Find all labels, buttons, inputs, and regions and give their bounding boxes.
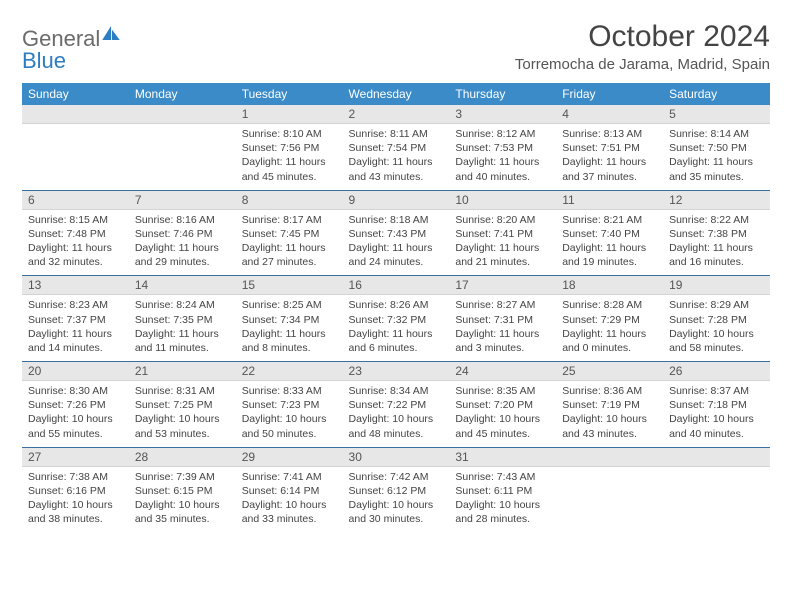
day-number-cell: 13 <box>22 276 129 295</box>
day-content-cell: Sunrise: 8:17 AMSunset: 7:45 PMDaylight:… <box>236 209 343 276</box>
day-number-cell: 7 <box>129 190 236 209</box>
day-content-cell: Sunrise: 8:22 AMSunset: 7:38 PMDaylight:… <box>663 209 770 276</box>
day-content-cell: Sunrise: 8:28 AMSunset: 7:29 PMDaylight:… <box>556 295 663 362</box>
day-number-cell: 30 <box>343 447 450 466</box>
day-content-cell: Sunrise: 8:26 AMSunset: 7:32 PMDaylight:… <box>343 295 450 362</box>
day-number-cell: 21 <box>129 362 236 381</box>
weekday-header-row: SundayMondayTuesdayWednesdayThursdayFrid… <box>22 83 770 105</box>
weekday-header: Sunday <box>22 83 129 105</box>
day-content-cell: Sunrise: 8:31 AMSunset: 7:25 PMDaylight:… <box>129 381 236 448</box>
day-content-cell: Sunrise: 8:10 AMSunset: 7:56 PMDaylight:… <box>236 124 343 191</box>
day-number-cell: 29 <box>236 447 343 466</box>
day-number-cell: 9 <box>343 190 450 209</box>
location-text: Torremocha de Jarama, Madrid, Spain <box>515 56 770 73</box>
calendar-body: 12345 Sunrise: 8:10 AMSunset: 7:56 PMDay… <box>22 105 770 532</box>
day-content-cell: Sunrise: 8:13 AMSunset: 7:51 PMDaylight:… <box>556 124 663 191</box>
day-content-cell: Sunrise: 8:14 AMSunset: 7:50 PMDaylight:… <box>663 124 770 191</box>
title-block: October 2024 Torremocha de Jarama, Madri… <box>515 20 770 73</box>
day-content-cell: Sunrise: 8:24 AMSunset: 7:35 PMDaylight:… <box>129 295 236 362</box>
day-number-cell: 4 <box>556 105 663 124</box>
day-number-cell: 20 <box>22 362 129 381</box>
day-number-cell: 19 <box>663 276 770 295</box>
day-number-cell: 14 <box>129 276 236 295</box>
day-content-cell: Sunrise: 7:38 AMSunset: 6:16 PMDaylight:… <box>22 466 129 532</box>
day-number-cell <box>129 105 236 124</box>
brand-part1: General <box>22 28 100 50</box>
day-number-cell: 3 <box>449 105 556 124</box>
day-content-cell: Sunrise: 8:37 AMSunset: 7:18 PMDaylight:… <box>663 381 770 448</box>
day-number-row: 20212223242526 <box>22 362 770 381</box>
day-number-row: 12345 <box>22 105 770 124</box>
day-content-cell: Sunrise: 8:34 AMSunset: 7:22 PMDaylight:… <box>343 381 450 448</box>
header: GeneralBlue October 2024 Torremocha de J… <box>22 20 770 73</box>
day-content-cell: Sunrise: 8:11 AMSunset: 7:54 PMDaylight:… <box>343 124 450 191</box>
sail-icon <box>102 26 120 40</box>
day-content-cell: Sunrise: 8:16 AMSunset: 7:46 PMDaylight:… <box>129 209 236 276</box>
day-number-row: 6789101112 <box>22 190 770 209</box>
day-number-cell: 26 <box>663 362 770 381</box>
weekday-header: Friday <box>556 83 663 105</box>
day-content-cell: Sunrise: 8:12 AMSunset: 7:53 PMDaylight:… <box>449 124 556 191</box>
day-number-row: 2728293031 <box>22 447 770 466</box>
day-number-cell <box>556 447 663 466</box>
day-content-row: Sunrise: 8:30 AMSunset: 7:26 PMDaylight:… <box>22 381 770 448</box>
day-number-cell: 31 <box>449 447 556 466</box>
day-content-cell: Sunrise: 8:25 AMSunset: 7:34 PMDaylight:… <box>236 295 343 362</box>
day-number-cell: 17 <box>449 276 556 295</box>
day-number-cell: 22 <box>236 362 343 381</box>
day-content-row: Sunrise: 8:10 AMSunset: 7:56 PMDaylight:… <box>22 124 770 191</box>
day-number-cell: 1 <box>236 105 343 124</box>
day-content-cell: Sunrise: 8:33 AMSunset: 7:23 PMDaylight:… <box>236 381 343 448</box>
day-number-cell: 5 <box>663 105 770 124</box>
weekday-header: Saturday <box>663 83 770 105</box>
day-content-row: Sunrise: 8:23 AMSunset: 7:37 PMDaylight:… <box>22 295 770 362</box>
day-content-cell: Sunrise: 8:23 AMSunset: 7:37 PMDaylight:… <box>22 295 129 362</box>
day-number-cell: 8 <box>236 190 343 209</box>
day-number-row: 13141516171819 <box>22 276 770 295</box>
day-number-cell: 28 <box>129 447 236 466</box>
day-content-cell: Sunrise: 8:35 AMSunset: 7:20 PMDaylight:… <box>449 381 556 448</box>
day-number-cell: 15 <box>236 276 343 295</box>
day-number-cell: 18 <box>556 276 663 295</box>
day-content-cell: Sunrise: 7:39 AMSunset: 6:15 PMDaylight:… <box>129 466 236 532</box>
day-content-cell: Sunrise: 8:29 AMSunset: 7:28 PMDaylight:… <box>663 295 770 362</box>
day-content-row: Sunrise: 8:15 AMSunset: 7:48 PMDaylight:… <box>22 209 770 276</box>
day-content-cell: Sunrise: 8:18 AMSunset: 7:43 PMDaylight:… <box>343 209 450 276</box>
calendar-table: SundayMondayTuesdayWednesdayThursdayFrid… <box>22 83 770 532</box>
day-number-cell: 24 <box>449 362 556 381</box>
day-number-cell: 12 <box>663 190 770 209</box>
day-content-cell: Sunrise: 8:21 AMSunset: 7:40 PMDaylight:… <box>556 209 663 276</box>
day-number-cell: 25 <box>556 362 663 381</box>
day-number-cell: 16 <box>343 276 450 295</box>
day-number-cell: 10 <box>449 190 556 209</box>
day-content-cell <box>663 466 770 532</box>
day-number-cell: 6 <box>22 190 129 209</box>
page-title: October 2024 <box>515 20 770 54</box>
day-content-cell <box>129 124 236 191</box>
weekday-header: Tuesday <box>236 83 343 105</box>
weekday-header: Thursday <box>449 83 556 105</box>
day-content-row: Sunrise: 7:38 AMSunset: 6:16 PMDaylight:… <box>22 466 770 532</box>
brand-logo: GeneralBlue <box>22 26 120 72</box>
weekday-header: Monday <box>129 83 236 105</box>
day-content-cell: Sunrise: 7:42 AMSunset: 6:12 PMDaylight:… <box>343 466 450 532</box>
day-content-cell <box>556 466 663 532</box>
day-content-cell <box>22 124 129 191</box>
day-content-cell: Sunrise: 8:20 AMSunset: 7:41 PMDaylight:… <box>449 209 556 276</box>
day-content-cell: Sunrise: 8:15 AMSunset: 7:48 PMDaylight:… <box>22 209 129 276</box>
day-number-cell: 2 <box>343 105 450 124</box>
day-number-cell: 11 <box>556 190 663 209</box>
day-content-cell: Sunrise: 7:43 AMSunset: 6:11 PMDaylight:… <box>449 466 556 532</box>
day-number-cell <box>22 105 129 124</box>
day-number-cell <box>663 447 770 466</box>
day-content-cell: Sunrise: 8:30 AMSunset: 7:26 PMDaylight:… <box>22 381 129 448</box>
day-content-cell: Sunrise: 8:36 AMSunset: 7:19 PMDaylight:… <box>556 381 663 448</box>
brand-part2: Blue <box>22 50 120 72</box>
day-content-cell: Sunrise: 7:41 AMSunset: 6:14 PMDaylight:… <box>236 466 343 532</box>
day-number-cell: 27 <box>22 447 129 466</box>
day-number-cell: 23 <box>343 362 450 381</box>
weekday-header: Wednesday <box>343 83 450 105</box>
day-content-cell: Sunrise: 8:27 AMSunset: 7:31 PMDaylight:… <box>449 295 556 362</box>
